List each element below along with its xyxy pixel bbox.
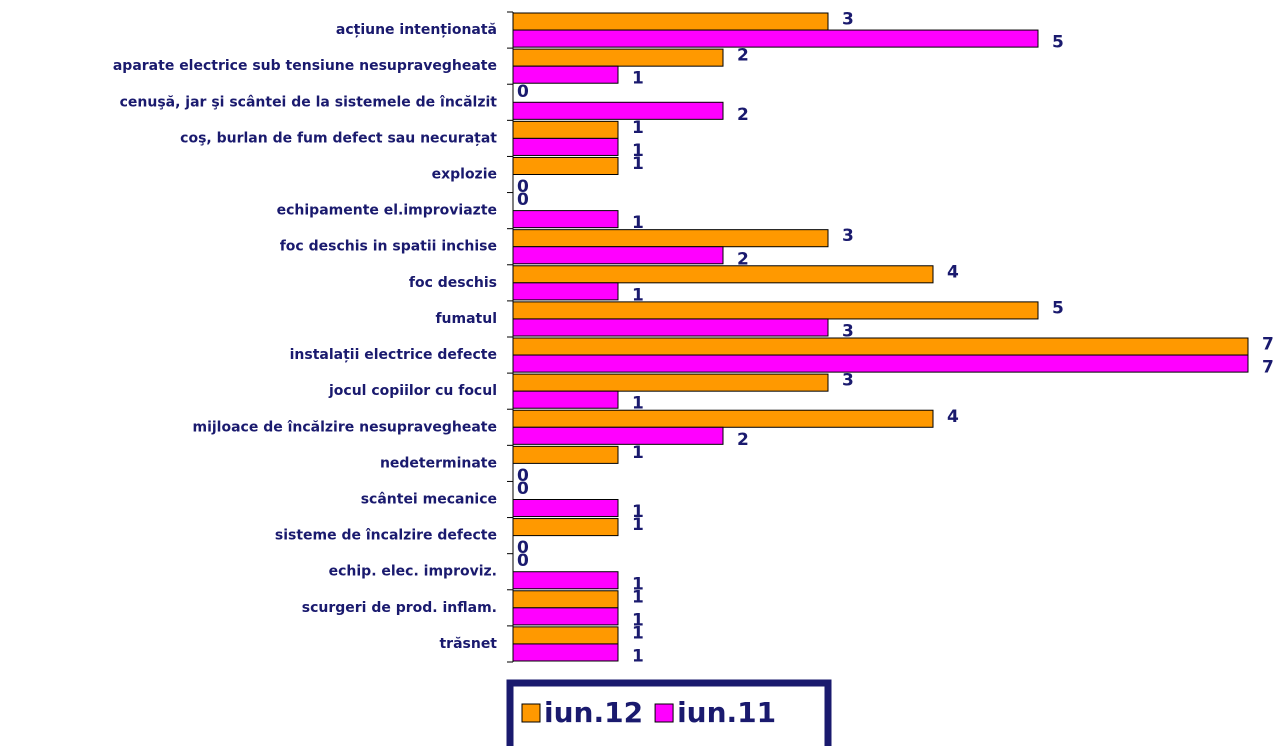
- data-label: 0: [517, 538, 529, 558]
- legend-label: iun.11: [677, 696, 776, 729]
- data-label: 1: [632, 213, 644, 233]
- data-label: 1: [632, 443, 644, 463]
- bar: [512, 571, 619, 590]
- bar: [512, 318, 829, 337]
- bar: [512, 282, 619, 301]
- data-label: 1: [632, 141, 644, 161]
- data-label: 1: [632, 69, 644, 89]
- y-tick-label: acțiune intenționată: [336, 22, 497, 38]
- bar: [512, 29, 1039, 48]
- data-label: 1: [632, 587, 644, 607]
- bar: [512, 354, 1249, 373]
- data-label: 0: [517, 479, 529, 499]
- y-tick-label: trăsnet: [439, 636, 497, 652]
- bar: [512, 120, 619, 139]
- bar: [512, 590, 619, 609]
- data-label: 1: [632, 154, 644, 174]
- data-label: 1: [632, 285, 644, 305]
- bar: [512, 48, 724, 67]
- data-label: 7: [1262, 358, 1274, 378]
- bar: [512, 390, 619, 409]
- y-tick-label: explozie: [432, 167, 497, 183]
- legend-swatch: [654, 703, 674, 723]
- data-label: 1: [632, 502, 644, 522]
- y-tick-label: instalații electrice defecte: [290, 347, 497, 363]
- data-label: 2: [737, 430, 749, 450]
- data-label: 1: [632, 623, 644, 643]
- data-label: 3: [842, 10, 854, 30]
- data-label: 0: [517, 190, 529, 210]
- data-label: 2: [737, 46, 749, 66]
- legend-box: [506, 679, 832, 746]
- bar: [512, 301, 1039, 320]
- data-label: 1: [632, 394, 644, 414]
- data-label: 3: [842, 371, 854, 391]
- bar: [512, 246, 724, 265]
- y-tick-label: foc deschis: [409, 275, 497, 291]
- y-tick-label: mijloace de încălzire nesupravegheate: [192, 419, 497, 435]
- data-label: 1: [632, 610, 644, 630]
- y-tick-label: echipamente el.improviazte: [277, 203, 497, 219]
- y-tick-label: scurgeri de prod. inflam.: [302, 600, 497, 616]
- bar: [512, 499, 619, 518]
- data-label: 3: [842, 321, 854, 341]
- data-label: 2: [737, 105, 749, 125]
- bar: [512, 210, 619, 229]
- y-tick-label: scântei mecanice: [361, 492, 497, 508]
- bar: [512, 101, 724, 120]
- data-label: 1: [632, 118, 644, 138]
- bar: [512, 337, 1249, 356]
- bar: [512, 445, 619, 464]
- bar: [512, 156, 619, 175]
- bar: [512, 626, 619, 645]
- data-label: 5: [1052, 33, 1064, 53]
- data-label: 2: [737, 249, 749, 269]
- data-label: 1: [632, 646, 644, 666]
- y-tick-label: aparate electrice sub tensiune nesuprave…: [113, 58, 497, 74]
- data-label: 1: [632, 574, 644, 594]
- legend-label: iun.12: [544, 696, 643, 729]
- bar: [512, 409, 934, 428]
- data-label: 0: [517, 82, 529, 102]
- y-tick-label: cenuşă, jar şi scântei de la sistemele d…: [120, 94, 498, 110]
- data-label: 4: [947, 407, 959, 427]
- bar: [512, 137, 619, 156]
- y-tick-label: coş, burlan de fum defect sau necurațat: [180, 130, 497, 146]
- y-tick-label: jocul copiilor cu focul: [328, 383, 497, 399]
- bar: [512, 65, 619, 84]
- y-tick-label: fumatul: [435, 311, 497, 327]
- data-label: 3: [842, 226, 854, 246]
- data-label: 0: [517, 466, 529, 486]
- y-tick-label: nedeterminate: [380, 455, 497, 471]
- bar: [512, 643, 619, 662]
- data-label: 7: [1262, 335, 1274, 355]
- data-label: 5: [1052, 298, 1064, 318]
- bar: [512, 373, 829, 392]
- bar: [512, 426, 724, 445]
- data-label: 0: [517, 551, 529, 571]
- y-tick-label: foc deschis in spatii inchise: [280, 239, 497, 255]
- bar: [512, 518, 619, 537]
- y-tick-label: echip. elec. improviz.: [329, 564, 497, 580]
- bar: [512, 229, 829, 248]
- data-label: 4: [947, 262, 959, 282]
- data-label: 1: [632, 515, 644, 535]
- bar: [512, 265, 934, 284]
- y-tick-label: sisteme de încalzire defecte: [275, 528, 497, 544]
- bar: [512, 12, 829, 31]
- data-label: 0: [517, 177, 529, 197]
- legend-swatch: [521, 703, 541, 723]
- bar: [512, 607, 619, 626]
